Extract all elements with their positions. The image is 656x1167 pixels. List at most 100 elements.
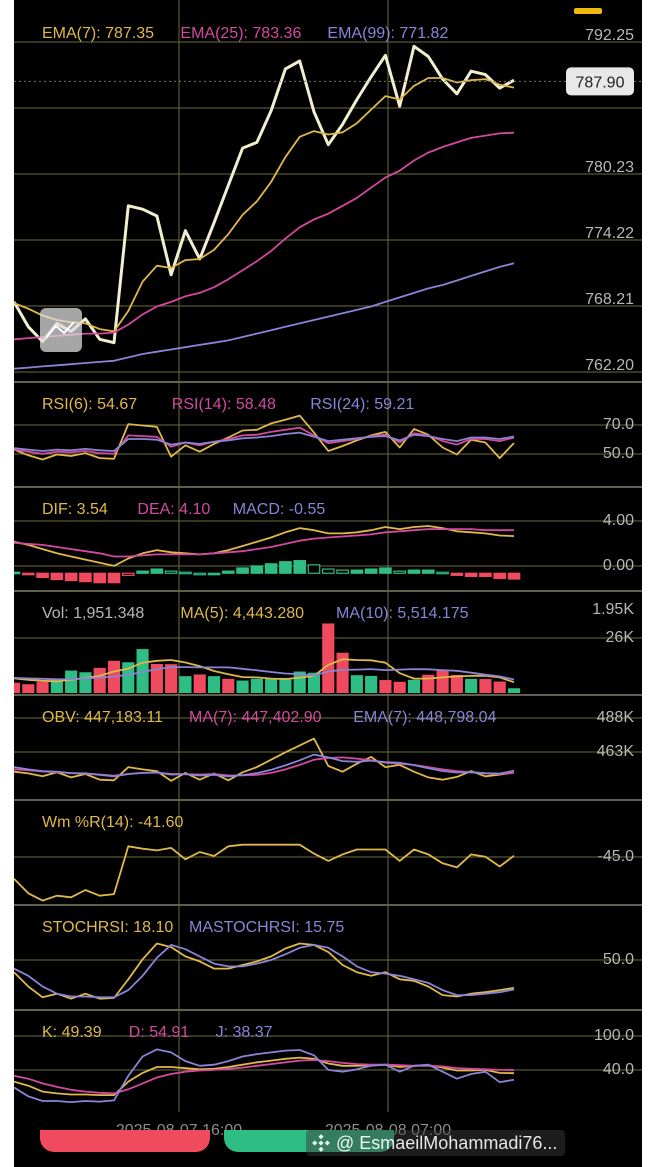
kdj-line-d [14, 1059, 515, 1095]
rsi-legend-2: RSI(24): 59.21 [310, 396, 414, 413]
volume-bar [136, 649, 149, 693]
volume-bar [65, 670, 78, 693]
macd-y-tick-label: 4.00 [603, 512, 634, 529]
kdj-line-k [14, 1056, 515, 1096]
price-y-tick-label: 774.22 [585, 225, 634, 242]
bottom-action-bar [0, 1130, 656, 1167]
macd-histogram-bar [221, 570, 235, 574]
macd-histogram-bar [493, 572, 507, 580]
volume-bar [279, 677, 292, 693]
obv-line-obv [14, 737, 515, 782]
volume-bar [165, 664, 178, 693]
stoch-rsi-line-mastochrsi [14, 944, 515, 999]
volume-bar [207, 676, 221, 693]
kdj-y-tick-label: 100.0 [594, 1027, 634, 1044]
rsi-legend-1: RSI(14): 58.48 [172, 396, 276, 413]
stoch-rsi-legend-1: MASTOCHRSI: 15.75 [189, 919, 344, 936]
volume-bar [379, 680, 392, 693]
rsi-line-rsi-24 [14, 431, 515, 452]
obv-y-tick-label: 463K [597, 743, 635, 760]
obv-y-tick-label: 488K [597, 709, 635, 726]
macd-histogram-bar [393, 570, 407, 574]
price-y-tick-label: 768.21 [585, 291, 634, 308]
price-y-tick-label: 762.20 [585, 357, 634, 374]
volume-legend-0: Vol: 1,951.348 [42, 605, 144, 622]
kdj-line-j [14, 1048, 515, 1103]
volume-bar [22, 684, 35, 693]
volume-bar [336, 652, 349, 693]
volume-y-tick-label: 26K [606, 629, 635, 646]
volume-line-ma-5 [14, 658, 515, 684]
macd-histogram-bar [379, 567, 392, 574]
macd-histogram-bar [436, 571, 449, 575]
watermark-text: @ EsmaeilMohammadi76... [336, 1132, 558, 1153]
volume-bar [393, 681, 406, 693]
kdj-legend-1: D: 54.91 [129, 1024, 190, 1041]
hover-marker-icon [45, 321, 75, 339]
macd-histogram-bar [21, 572, 35, 576]
macd-histogram-bar [321, 568, 335, 574]
volume-bar [79, 672, 92, 693]
buy-button[interactable] [224, 1130, 394, 1152]
macd-histogram-bar [50, 572, 64, 581]
volume-bar [479, 679, 492, 693]
kdj-legend-0: K: 49.39 [42, 1024, 102, 1041]
price-legend-0: EMA(7): 787.35 [42, 25, 154, 42]
macd-legend-0: DIF: 3.54 [42, 501, 108, 518]
macd-y-tick-label: 0.00 [603, 557, 634, 574]
volume-line-ma-10 [14, 666, 515, 681]
macd-legend-1: DEA: 4.10 [137, 501, 210, 518]
volume-bar [250, 678, 263, 693]
volume-bar [365, 675, 378, 693]
volume-bar [36, 681, 49, 693]
volume-bar [265, 678, 278, 693]
volume-legend-2: MA(10): 5,514.175 [336, 605, 469, 622]
price-line-ema-99 [14, 262, 515, 370]
top-badge [574, 8, 602, 14]
volume-bar [350, 675, 363, 693]
macd-histogram-bar [250, 565, 264, 574]
macd-histogram-bar [264, 563, 278, 574]
current-price-label: 787.90 [576, 74, 625, 91]
volume-legend-1: MA(5): 4,443.280 [180, 605, 304, 622]
volume-bar [150, 663, 163, 693]
macd-histogram-bar [14, 571, 21, 575]
volume-bar [322, 623, 335, 693]
macd-histogram-bar [150, 568, 164, 574]
volume-bar [14, 682, 21, 693]
macd-histogram-bar [193, 572, 207, 576]
macd-histogram-bar [207, 572, 221, 576]
volume-bar [236, 680, 249, 693]
macd-line-dif [14, 525, 515, 567]
current-price-tag [566, 67, 634, 96]
chart-frame[interactable]: 792.25 780.23 774.22 768.21 762.20 EMA(7): 78… [14, 0, 642, 1167]
volume-bar [93, 667, 106, 693]
obv-legend-2: EMA(7): 448,798.04 [353, 709, 496, 726]
volume-bar [407, 679, 421, 693]
macd-histogram-bar [350, 569, 364, 574]
macd-histogram-bar [121, 572, 135, 576]
macd-histogram-bar [407, 569, 421, 574]
macd-histogram-bar [179, 571, 192, 575]
volume-bar [436, 670, 449, 693]
williams-r-line-wm-r-14 [14, 843, 515, 902]
macd-histogram-bar [236, 567, 249, 574]
macd-histogram-bar [507, 572, 521, 580]
macd-histogram-bar [279, 561, 292, 574]
price-y-tick-label: 780.23 [585, 159, 634, 176]
macd-histogram-bar [336, 569, 349, 574]
stoch-rsi-y-tick-label: 50.0 [603, 951, 634, 968]
volume-bar [507, 688, 521, 693]
macd-histogram-bar [364, 568, 378, 574]
macd-histogram-bar [107, 572, 121, 584]
volume-bar [179, 676, 192, 693]
macd-histogram-bar [293, 560, 307, 574]
volume-bar [493, 681, 506, 693]
sell-button[interactable] [40, 1130, 210, 1152]
chart-canvas[interactable]: 792.25 780.23 774.22 768.21 762.20 EMA(7): 78… [14, 0, 642, 1167]
obv-legend-0: OBV: 447,183.11 [42, 709, 163, 726]
rsi-y-tick-label: 70.0 [603, 416, 634, 433]
macd-histogram-bar [79, 572, 92, 583]
price-y-tick-label: 792.25 [585, 27, 634, 44]
stoch-rsi-legend-0: STOCHRSI: 18.10 [42, 919, 173, 936]
